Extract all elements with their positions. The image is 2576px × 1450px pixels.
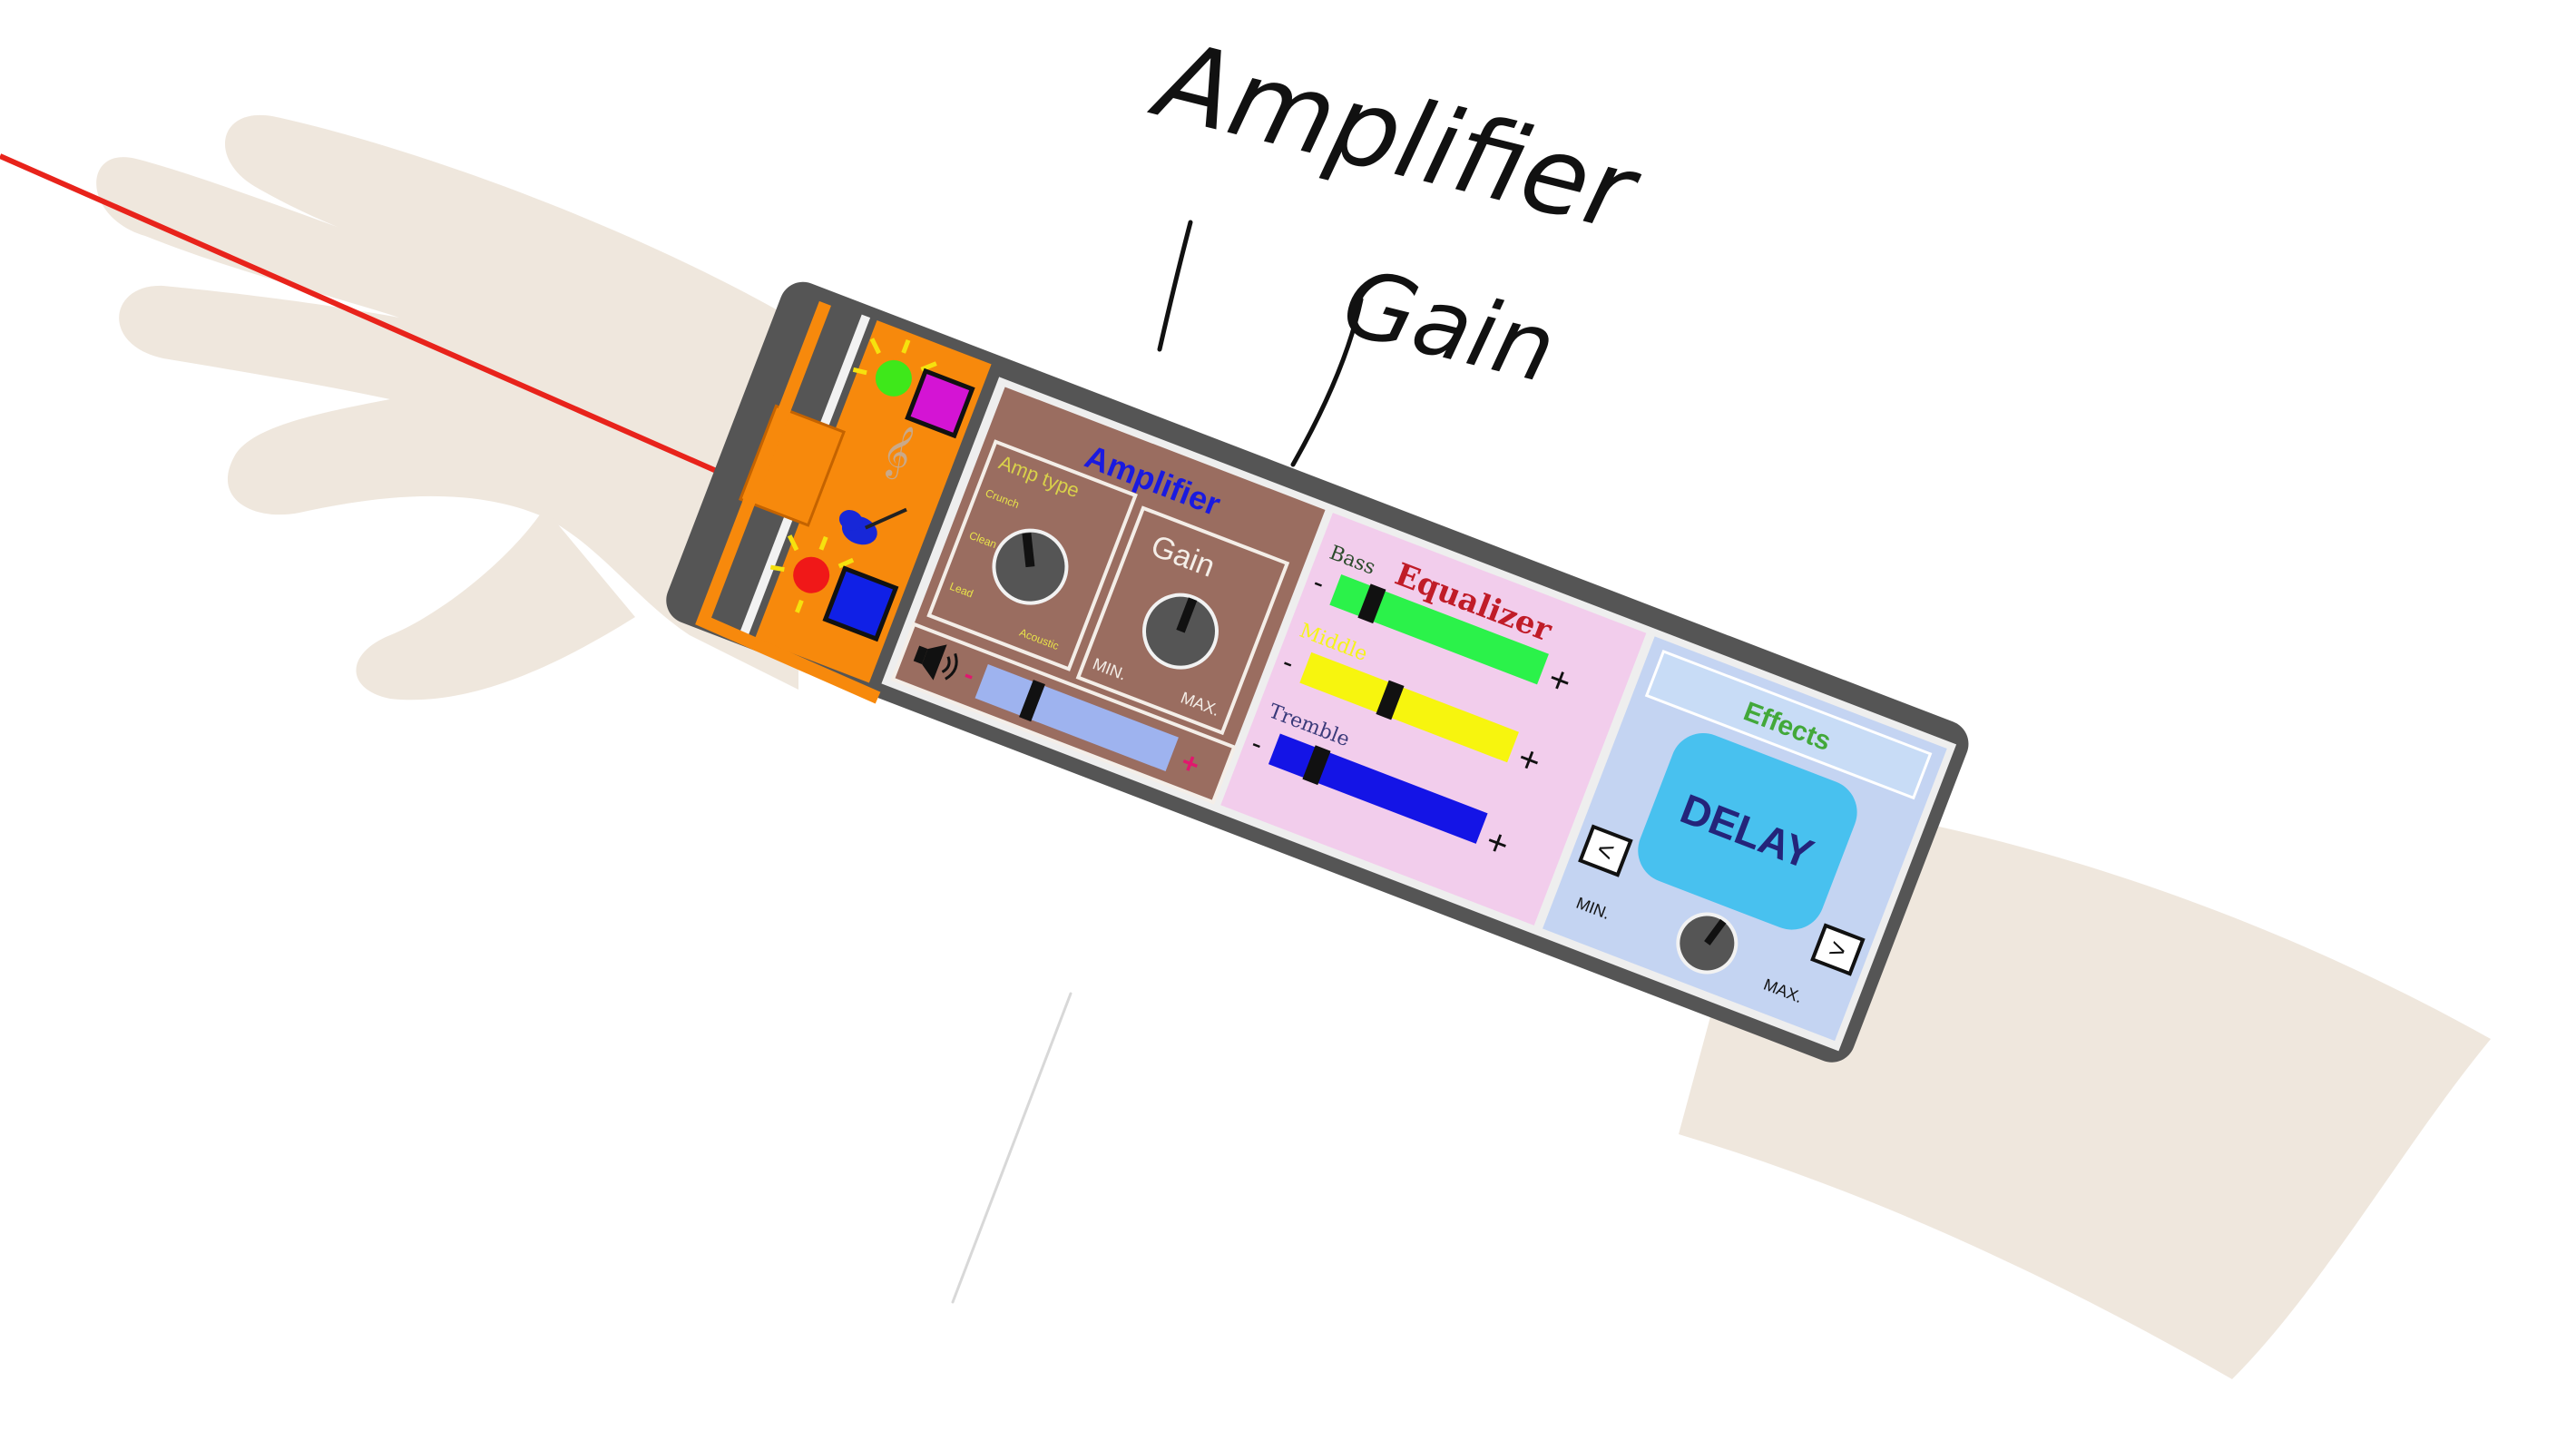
equalizer-panel: Equalizer Bass - + Middle - + Tremble - … <box>1220 513 1647 926</box>
speaker-icon <box>913 644 958 681</box>
annotation-line-2 <box>1290 297 1364 467</box>
magenta-button[interactable] <box>905 367 975 439</box>
effect-next-button[interactable] <box>1810 923 1866 976</box>
eq-middle-slider[interactable] <box>1299 652 1519 763</box>
laser-beam <box>0 153 737 482</box>
volume-slider[interactable] <box>975 664 1179 772</box>
annotation-amplifier: Amplifier <box>1140 15 1651 257</box>
amp-type-knob[interactable] <box>981 517 1080 616</box>
amp-type-box <box>926 439 1138 671</box>
armband-device: 𝄞 Amplifier <box>666 281 1969 1063</box>
guitar-icon <box>838 507 907 545</box>
thumb <box>356 508 635 701</box>
control-module: 𝄞 <box>695 300 992 704</box>
effect-level-knob[interactable] <box>1667 904 1747 984</box>
volume-slider-thumb[interactable] <box>1019 680 1045 722</box>
eq-tremble-thumb[interactable] <box>1302 745 1331 786</box>
eq-bass-thumb[interactable] <box>1357 583 1386 624</box>
effects-panel: Effects DELAY < > MIN. MAX. <box>1543 636 1947 1042</box>
green-led-icon <box>852 338 937 401</box>
gain-knob[interactable] <box>1131 582 1230 681</box>
gain-box <box>1075 505 1290 736</box>
red-led-icon <box>769 534 855 613</box>
effect-prev-button[interactable] <box>1578 824 1633 877</box>
stray-pencil-line <box>951 992 1073 1304</box>
effects-header <box>1644 649 1933 800</box>
eq-middle-thumb[interactable] <box>1376 680 1405 720</box>
delay-button[interactable] <box>1629 723 1866 939</box>
orange-strap-line <box>695 300 881 704</box>
blue-button[interactable] <box>822 565 899 642</box>
hand <box>96 114 799 691</box>
annotation-line-1 <box>1157 220 1193 352</box>
annotation-gain: Gain <box>1333 249 1565 405</box>
eq-bass-slider[interactable] <box>1329 574 1549 685</box>
laser-emitter <box>738 404 846 527</box>
amplifier-panel: Amplifier Amp type Crunch Clean Lead Aco… <box>890 387 1326 805</box>
